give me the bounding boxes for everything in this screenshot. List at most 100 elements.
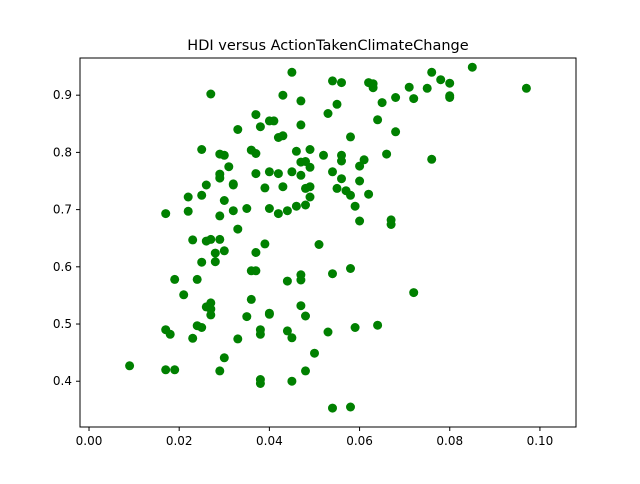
data-point	[197, 190, 207, 200]
data-point	[282, 326, 292, 336]
data-point	[359, 155, 369, 165]
data-point	[179, 290, 189, 300]
data-point	[427, 67, 437, 77]
data-point	[319, 150, 328, 160]
data-point	[278, 90, 288, 100]
data-point	[368, 79, 378, 89]
data-point	[188, 333, 198, 343]
plot-frame	[79, 57, 577, 428]
data-point	[296, 275, 306, 285]
data-point	[192, 274, 202, 284]
data-point	[233, 334, 243, 344]
data-point	[328, 403, 337, 413]
data-point	[287, 67, 297, 77]
data-point	[206, 89, 216, 99]
data-point	[228, 180, 238, 190]
data-point	[314, 240, 324, 249]
data-point	[165, 329, 175, 339]
data-point	[161, 365, 171, 375]
data-point	[287, 167, 297, 177]
x-tick-label: 0.08	[436, 434, 463, 448]
data-point	[282, 276, 292, 286]
data-point	[224, 162, 234, 172]
data-point	[404, 82, 414, 92]
x-tick-label: 0.00	[76, 434, 103, 448]
data-point	[422, 83, 432, 93]
data-point	[521, 83, 531, 93]
data-point	[183, 192, 193, 202]
data-point	[197, 145, 207, 154]
data-point	[373, 320, 383, 330]
data-point	[215, 366, 225, 376]
data-point	[409, 94, 419, 104]
data-point	[183, 206, 193, 216]
chart-title: HDI versus ActionTakenClimateChange	[187, 38, 468, 54]
data-point	[161, 209, 171, 219]
data-point	[332, 183, 342, 193]
data-point	[391, 93, 401, 102]
data-point	[264, 167, 274, 177]
y-tick-label: 0.9	[53, 88, 72, 102]
data-point	[305, 192, 315, 202]
data-point	[296, 170, 306, 180]
data-point	[364, 189, 374, 199]
data-point	[233, 125, 243, 134]
y-tick-label: 0.5	[53, 317, 72, 331]
data-point	[296, 96, 306, 106]
data-point	[305, 145, 315, 154]
data-point	[328, 76, 337, 86]
data-point	[445, 93, 455, 102]
data-point	[436, 75, 446, 85]
data-point	[337, 156, 346, 166]
data-point	[282, 206, 292, 216]
data-point	[219, 196, 229, 205]
data-point	[206, 234, 216, 244]
data-point	[260, 239, 270, 249]
data-point	[305, 182, 315, 192]
data-point	[246, 294, 256, 304]
data-points	[125, 62, 531, 413]
data-point	[242, 312, 252, 322]
data-point	[170, 365, 180, 375]
data-point	[355, 176, 365, 186]
data-point	[215, 234, 225, 244]
data-point	[301, 311, 310, 321]
data-point	[197, 257, 207, 267]
data-point	[467, 62, 477, 72]
data-point	[269, 116, 279, 126]
data-point	[170, 274, 180, 284]
data-point	[251, 248, 261, 257]
data-point	[323, 109, 333, 118]
data-point	[296, 301, 306, 311]
data-point	[264, 204, 274, 213]
data-point	[287, 333, 297, 343]
x-tick-label: 0.02	[166, 434, 193, 448]
y-tick-label: 0.4	[53, 374, 72, 388]
data-point	[377, 98, 387, 108]
data-point	[219, 150, 229, 160]
data-point	[264, 308, 274, 318]
y-tick-label: 0.7	[53, 203, 72, 217]
data-point	[337, 174, 346, 184]
data-point	[355, 161, 365, 171]
data-point	[255, 122, 265, 132]
data-point	[301, 366, 310, 376]
data-point	[273, 169, 283, 179]
data-point	[328, 167, 337, 177]
data-point	[391, 127, 401, 137]
data-point	[233, 224, 243, 234]
data-point	[346, 402, 355, 412]
data-point	[296, 120, 306, 130]
data-point	[346, 264, 355, 273]
data-point	[197, 323, 207, 332]
data-point	[346, 190, 355, 200]
data-point	[228, 206, 238, 216]
data-point	[215, 211, 225, 221]
y-axis-ticks: 0.4 0.5 0.6 0.7 0.8 0.9	[53, 88, 80, 388]
data-point	[301, 200, 310, 210]
data-point	[273, 209, 283, 219]
data-point	[350, 323, 360, 332]
data-point	[278, 131, 288, 141]
data-point	[355, 216, 365, 226]
